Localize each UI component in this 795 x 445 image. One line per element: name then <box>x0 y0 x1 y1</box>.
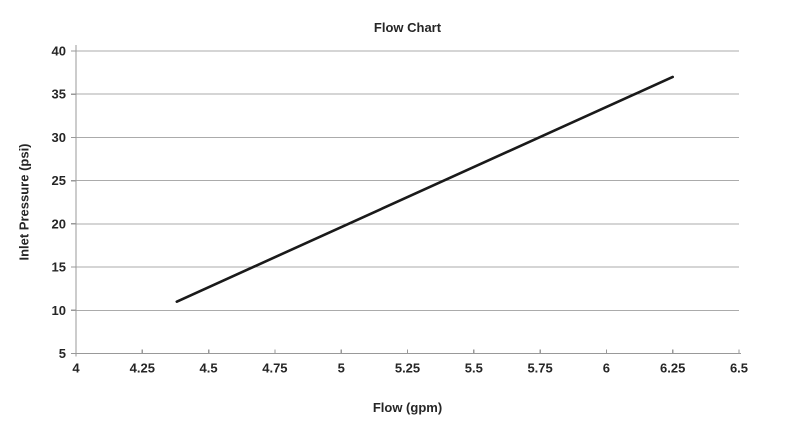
y-tick-label: 40 <box>52 44 66 59</box>
x-tick-label: 5.5 <box>465 361 483 376</box>
x-axis-title: Flow (gpm) <box>372 400 443 415</box>
x-tick-label: 4 <box>72 361 80 376</box>
series-line <box>175 75 675 303</box>
y-tick-label: 15 <box>52 260 66 275</box>
x-tick-label: 4.25 <box>130 361 155 376</box>
y-tick-label: 10 <box>52 303 66 318</box>
x-tick-label: 6.5 <box>730 361 748 376</box>
y-tick-label: 35 <box>52 87 66 102</box>
y-tick-label: 25 <box>52 173 66 188</box>
x-tick-label: 4.75 <box>262 361 287 376</box>
y-tick-label: 30 <box>52 130 66 145</box>
y-tick-label: 5 <box>59 346 66 361</box>
x-tick-label: 6 <box>603 361 610 376</box>
chart-title: Flow Chart <box>373 20 442 35</box>
x-tick-label: 4.5 <box>200 361 218 376</box>
x-tick-label: 6.25 <box>660 361 685 376</box>
y-tick-label: 20 <box>52 216 66 231</box>
x-tick-label: 5.25 <box>395 361 420 376</box>
x-tick-label: 5 <box>338 361 345 376</box>
x-tick-label: 5.75 <box>527 361 552 376</box>
